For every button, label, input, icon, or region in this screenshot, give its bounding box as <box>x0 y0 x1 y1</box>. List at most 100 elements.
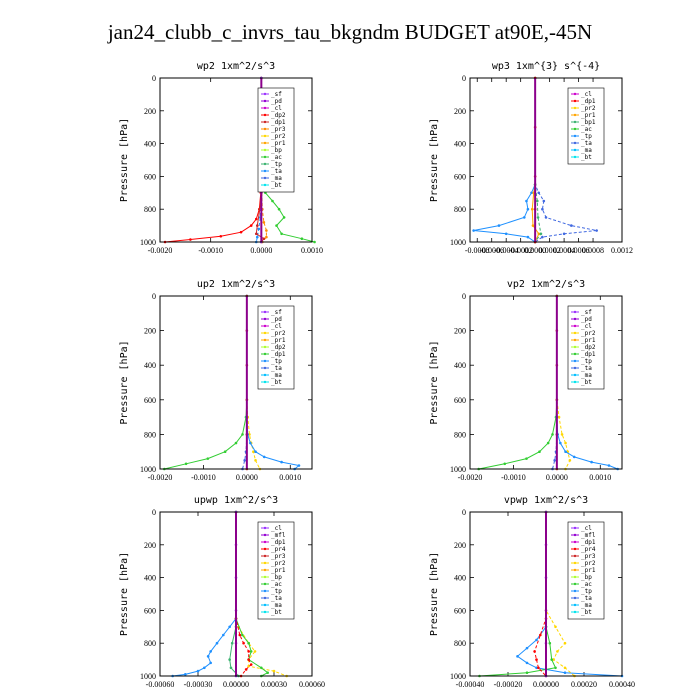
data-point <box>254 232 258 236</box>
data-point <box>254 217 258 221</box>
y-tick-label: 800 <box>454 639 466 648</box>
legend-marker <box>573 568 577 572</box>
legend-marker <box>263 533 267 537</box>
data-point <box>525 661 529 665</box>
x-tick-label: 0.00060 <box>299 680 325 689</box>
data-point <box>206 457 210 460</box>
data-point <box>538 450 541 454</box>
data-point <box>563 666 567 670</box>
legend-entry: _pr1 <box>581 337 596 344</box>
legend-marker <box>573 561 577 565</box>
data-point <box>282 216 286 219</box>
data-point <box>241 633 244 637</box>
legend-entry: _bt <box>581 379 592 386</box>
data-point <box>249 441 252 445</box>
y-axis-label: Pressure [hPa] <box>429 118 440 202</box>
x-tick-label: 0.0002 <box>539 246 561 255</box>
y-tick-label: 1000 <box>140 465 156 474</box>
data-point <box>526 207 530 211</box>
x-tick-label: 0.0012 <box>611 246 633 255</box>
data-point <box>247 641 250 645</box>
legend-marker <box>263 547 267 551</box>
data-point <box>537 191 541 195</box>
y-tick-label: 0 <box>152 292 156 301</box>
x-tick-label: 0.00020 <box>571 680 597 689</box>
data-point <box>262 455 266 459</box>
data-point <box>271 199 274 203</box>
y-tick-label: 200 <box>144 327 156 336</box>
legend-marker <box>263 610 267 614</box>
data-point <box>556 650 559 653</box>
data-point <box>554 666 557 670</box>
legend-entry: _pr2 <box>581 560 596 567</box>
data-point <box>541 207 544 211</box>
data-point <box>554 625 557 629</box>
series-line-tp <box>473 78 536 243</box>
legend-entry: _bp <box>271 574 282 581</box>
panel-2: up2 1xm^2/s^3 Pressure [hPa] 0 200 400 600 800… <box>119 279 313 482</box>
data-point <box>247 658 250 661</box>
y-tick-label: 600 <box>144 172 156 181</box>
panel-title: wp3 1xm^{3} s^{-4} <box>492 61 600 72</box>
x-tick-label: 0.0008 <box>582 246 604 255</box>
legend-marker <box>573 547 577 551</box>
legend-entry: _dp2 <box>271 112 286 119</box>
legend-entry: _cl <box>581 525 592 532</box>
legend-entry: _ta <box>271 365 282 372</box>
legend-entry: _ac <box>271 581 282 588</box>
legend-entry: _pr3 <box>271 553 286 560</box>
x-tick-label: -0.0020 <box>458 473 483 482</box>
data-point <box>239 230 243 234</box>
legend-entry: _ma <box>271 602 282 609</box>
legend-marker <box>573 352 577 356</box>
legend-marker <box>573 366 577 370</box>
legend-entry: _ma <box>271 175 282 182</box>
y-axis-label: Pressure [hPa] <box>429 552 440 636</box>
legend-marker <box>573 373 577 377</box>
legend-marker <box>573 134 577 138</box>
data-point <box>572 455 576 459</box>
legend-entry: _pr2 <box>271 330 286 337</box>
data-point <box>209 661 212 665</box>
x-tick-label: -0.0008 <box>465 246 490 255</box>
y-tick-label: 400 <box>454 361 466 370</box>
legend-entry: _pr1 <box>581 567 596 574</box>
legend-entry: _tp <box>271 161 282 168</box>
data-point <box>265 229 268 232</box>
legend-entry: _bp1 <box>581 119 596 126</box>
data-point <box>222 633 225 637</box>
data-point <box>563 671 567 675</box>
figure-title: jan24_clubb_c_invrs_tau_bkgndm BUDGET at… <box>107 20 593 44</box>
legend-entry: _pd <box>581 316 592 323</box>
x-tick-label: -0.0004 <box>494 246 519 255</box>
y-axis-label: Pressure [hPa] <box>119 340 130 424</box>
legend-marker <box>263 127 267 131</box>
legend-marker <box>573 526 577 530</box>
data-point <box>223 450 227 454</box>
y-axis-label: Pressure [hPa] <box>429 340 440 424</box>
legend-entry: _bt <box>581 609 592 616</box>
series-line-pr1 <box>545 512 575 677</box>
panel-title: upwp 1xm^2/s^3 <box>194 495 278 506</box>
y-tick-label: 200 <box>454 327 466 336</box>
legend-marker <box>573 120 577 124</box>
legend-entry: _cl <box>581 91 592 98</box>
legend-entry: _pr1 <box>581 112 596 119</box>
data-point <box>209 650 212 653</box>
data-point <box>262 237 266 241</box>
data-point <box>247 650 250 653</box>
panel-title: wp2 1xm^2/s^3 <box>197 61 275 72</box>
plot-frame <box>159 295 313 470</box>
data-point <box>249 224 253 227</box>
legend-marker <box>573 155 577 159</box>
legend-entry: _mfl <box>271 532 286 539</box>
x-tick-label: 0.0000 <box>236 473 258 482</box>
legend-entry: _ma <box>581 372 592 379</box>
legend-marker <box>263 366 267 370</box>
y-tick-label: 0 <box>462 292 466 301</box>
data-point <box>219 234 223 238</box>
data-point <box>252 450 255 454</box>
legend-entry: _bp <box>581 574 592 581</box>
legend-entry: _ma <box>581 147 592 154</box>
